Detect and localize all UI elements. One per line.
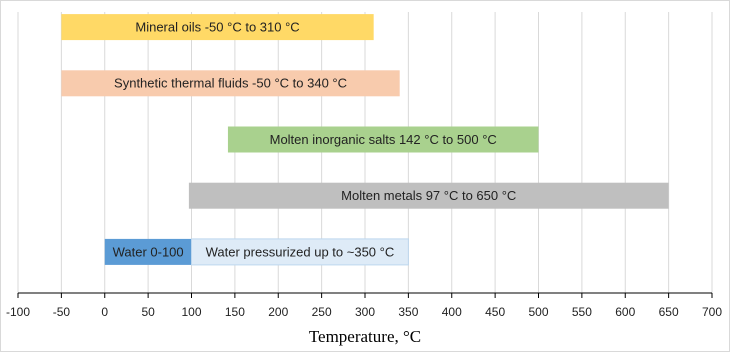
bar-label: Mineral oils -50 °C to 310 °C: [135, 20, 299, 35]
x-tick-label: 350: [398, 305, 418, 319]
x-tick-label: 100: [181, 305, 201, 319]
x-tick-label: 550: [572, 305, 592, 319]
bar-label: Water 0-100: [113, 244, 184, 259]
range-bar: [61, 70, 400, 97]
bar-label: Molten inorganic salts 142 °C to 500 °C: [270, 132, 497, 147]
x-tick-label: 200: [268, 305, 288, 319]
x-tick-label: 250: [312, 305, 332, 319]
range-bar: [104, 238, 192, 265]
x-tick-label: 400: [442, 305, 462, 319]
x-tick-label: -100: [6, 305, 30, 319]
x-axis-title: Temperature, °C: [309, 327, 421, 346]
x-tick-label: 450: [485, 305, 505, 319]
x-tick-label: 650: [659, 305, 679, 319]
x-tick-label: 50: [141, 305, 155, 319]
range-bar: [191, 238, 409, 266]
range-bar: [227, 126, 539, 153]
x-tick-label: 500: [528, 305, 548, 319]
x-tick-label: 150: [225, 305, 245, 319]
bar-label: Water pressurized up to ~350 °C: [206, 244, 395, 259]
range-bar: [61, 14, 374, 41]
x-tick-label: 300: [355, 305, 375, 319]
x-tick-label: 700: [702, 305, 722, 319]
x-tick-label: -50: [53, 305, 71, 319]
x-tick-label: 0: [101, 305, 108, 319]
bar-label: Molten metals 97 °C to 650 °C: [341, 188, 516, 203]
range-bar: [188, 182, 669, 209]
x-tick-label: 600: [615, 305, 635, 319]
bar-label: Synthetic thermal fluids -50 °C to 340 °…: [114, 76, 347, 91]
